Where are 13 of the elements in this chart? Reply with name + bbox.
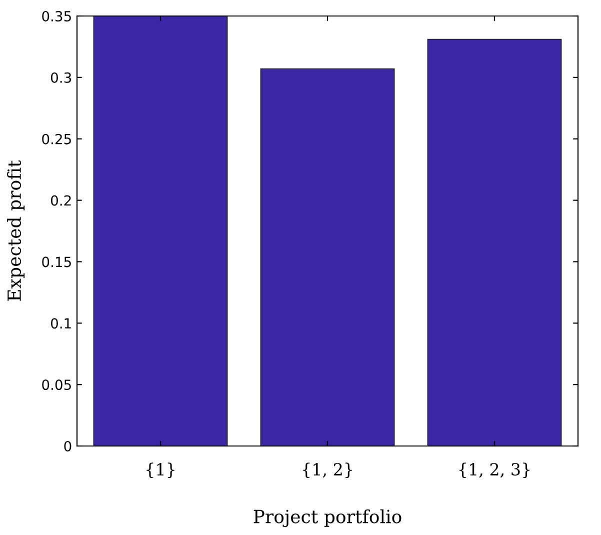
y-tick-label: 0	[64, 440, 72, 452]
y-axis-title: Expected profit	[7, 160, 25, 301]
x-tick-label: {1, 2}	[303, 462, 352, 478]
y-tick-label: 0.35	[42, 10, 71, 22]
x-tick-label: {1}	[146, 462, 174, 478]
y-tick-label: 0.2	[50, 195, 71, 206]
x-axis-title: Project portfolio	[254, 509, 402, 528]
y-tick-label: 0.15	[42, 256, 71, 268]
x-tick-label: {1, 2, 3}	[459, 462, 530, 478]
y-tick-label: 0.3	[50, 72, 72, 83]
y-tick-label: 0.05	[42, 380, 71, 390]
y-tick-label: 0.25	[42, 134, 71, 144]
y-tick-label: 0.1	[50, 318, 71, 329]
